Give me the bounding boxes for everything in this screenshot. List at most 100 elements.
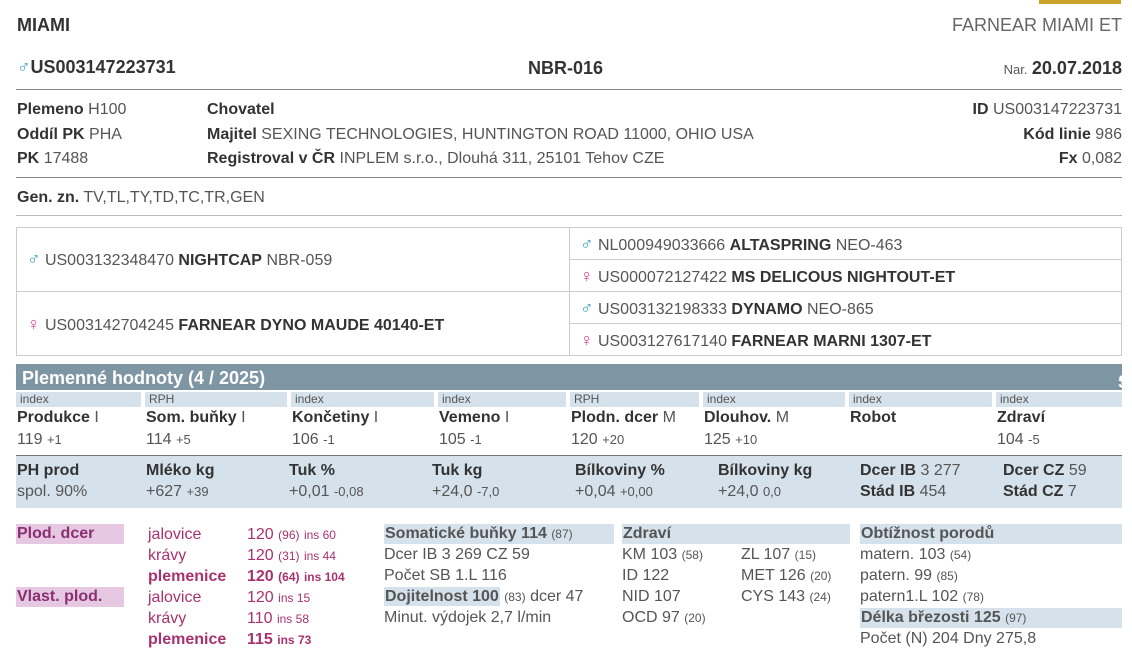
production-value: +627 xyxy=(146,483,183,500)
divider xyxy=(16,215,1122,216)
health-km: KM 103 (58) xyxy=(622,546,703,564)
ds-id: US003132198333 xyxy=(597,301,727,318)
fertility-ins: ins 15 xyxy=(278,591,311,605)
met-value: MET 126 xyxy=(741,567,806,584)
index-tag: index xyxy=(438,392,566,407)
dam-id: US003142704245 xyxy=(44,317,174,334)
fertility-ins: ins 73 xyxy=(277,633,312,647)
sd-name: MS DELICOUS NIGHTOUT-ET xyxy=(731,269,956,286)
pedigree-dam-dam[interactable]: ♀ US003127617140 FARNEAR MARNI 1307-ET xyxy=(580,330,931,351)
index-value: 114 xyxy=(146,431,172,448)
production-delta: -0,08 xyxy=(333,484,364,499)
somatic-title: Somatické buňky 114 (87) xyxy=(384,524,614,544)
index-suffix: M xyxy=(662,409,676,426)
health-zl: ZL 107 (15) xyxy=(741,546,816,564)
male-icon: ♂ xyxy=(580,234,594,254)
dd-name: FARNEAR MARNI 1307-ET xyxy=(731,333,932,350)
short-name: MIAMI xyxy=(17,15,70,35)
index-value: 104 xyxy=(997,431,1024,448)
production-value: spol. 90% xyxy=(17,483,88,500)
somatic-line4: Minut. výdojek 2,7 l/min xyxy=(384,609,552,626)
id-row: ID US003147223731 xyxy=(973,101,1122,119)
female-icon: ♀ xyxy=(580,330,594,350)
plemeno-label: Plemeno xyxy=(17,101,84,118)
fertility-n: (31) xyxy=(278,549,300,563)
registroval-row: Registroval v ČR INPLEM s.r.o., Dlouhá 3… xyxy=(207,150,664,168)
plemeno-value: H100 xyxy=(88,101,127,118)
gen-row: Gen. zn. TV,TL,TY,TD,TC,TR,GEN xyxy=(17,189,265,207)
calving-matern: matern. 103 (54) xyxy=(860,546,971,564)
full-name: FARNEAR MIAMI ET xyxy=(951,15,1122,35)
km-n: (58) xyxy=(681,548,703,562)
dd-id: US003127617140 xyxy=(597,333,727,350)
dcer-cz-row: Dcer CZ 59 xyxy=(1003,462,1087,480)
production-delta: +39 xyxy=(186,484,209,499)
gestation-title: Délka březosti 125 (97) xyxy=(860,608,1122,628)
matern-value: matern. 103 xyxy=(860,546,946,563)
patern-n: (85) xyxy=(936,569,958,583)
milkability-n: (83) xyxy=(504,590,526,604)
index-name: Končetiny xyxy=(292,409,370,426)
pedigree-sire-dam[interactable]: ♀ US000072127422 MS DELICOUS NIGHTOUT-ET xyxy=(580,266,955,287)
index-delta: +5 xyxy=(175,432,191,447)
somatic-title-text: Somatické buňky 114 xyxy=(385,525,547,542)
matern-n: (54) xyxy=(949,548,972,562)
zl-value: ZL 107 xyxy=(741,546,791,563)
chovatel-label: Chovatel xyxy=(207,101,275,118)
divider xyxy=(16,89,1122,90)
registroval-value: INPLEM s.r.o., Dlouhá 311, 25101 Tehov C… xyxy=(339,150,665,167)
calving-title: Obtížnost porodů xyxy=(860,524,1122,544)
health-met: MET 126 (20) xyxy=(741,567,831,585)
patern1-n: (78) xyxy=(962,590,984,604)
fertility-ins: ins 104 xyxy=(303,570,345,584)
fx-row: Fx 0,082 xyxy=(1059,150,1122,168)
index-name: Produkce xyxy=(17,409,90,426)
fertility-value-row: 120 (64) ins 104 xyxy=(247,568,345,586)
fx-value: 0,082 xyxy=(1081,150,1122,167)
index-delta: +20 xyxy=(602,432,625,447)
somatic-line1: Dcer IB 3 269 CZ 59 xyxy=(384,546,530,563)
majitel-row: Majitel SEXING TECHNOLOGIES, HUNTINGTON … xyxy=(207,126,754,144)
index-name-row: Vemeno I xyxy=(439,409,509,427)
dcer-cz-label: Dcer CZ xyxy=(1003,462,1065,479)
fertility-type: krávy xyxy=(148,547,187,564)
pedigree-sire[interactable]: ♂ US003132348470 NIGHTCAP NBR-059 xyxy=(27,249,332,270)
fx-label: Fx xyxy=(1058,150,1078,167)
stad-cz-value: 7 xyxy=(1067,483,1077,500)
pedigree-sire-sire[interactable]: ♂ NL000949033666 ALTASPRING NEO-463 xyxy=(580,234,902,255)
production-name: Tuk kg xyxy=(432,462,483,479)
breeding-values-header: Plemenné hodnoty (4 / 2025) SIH 125,0 +5… xyxy=(16,364,1132,413)
pedigree-divider xyxy=(569,259,1121,260)
index-value-row: 125 +10 xyxy=(704,431,757,449)
index-tag: RPH xyxy=(145,392,287,407)
production-name: Bílkoviny kg xyxy=(718,462,813,479)
stad-cz-row: Stád CZ 7 xyxy=(1003,483,1077,501)
dam-name: FARNEAR DYNO MAUDE 40140-ET xyxy=(178,317,445,334)
index-tag: RPH xyxy=(570,392,699,407)
fertility-value: 120 xyxy=(247,589,274,606)
index-delta: +10 xyxy=(735,432,758,447)
stad-ib-label: Stád IB xyxy=(860,483,916,500)
gestation-n: (97) xyxy=(1005,611,1027,625)
majitel-value: SEXING TECHNOLOGIES, HUNTINGTON ROAD 110… xyxy=(261,126,754,143)
vlast-plod-tag: Vlast. plod. xyxy=(16,587,124,607)
index-delta: -1 xyxy=(323,432,335,447)
patern-value: patern. 99 xyxy=(860,567,933,584)
female-icon: ♀ xyxy=(580,266,594,286)
index-value-row: 119 +1 xyxy=(17,431,62,449)
pedigree-dam[interactable]: ♀ US003142704245 FARNEAR DYNO MAUDE 4014… xyxy=(27,314,444,335)
registroval-label: Registroval v ČR xyxy=(207,150,336,167)
dcer-cz-value: 59 xyxy=(1068,462,1087,479)
index-delta: -5 xyxy=(1028,432,1040,447)
plod-dcer-tag: Plod. dcer xyxy=(16,524,124,544)
stad-cz-label: Stád CZ xyxy=(1003,483,1064,500)
somatic-line2: Počet SB 1.L 116 xyxy=(384,567,507,584)
fertility-type: jalovice xyxy=(148,526,202,543)
index-value: 106 xyxy=(292,431,319,448)
ocd-value: OCD 97 xyxy=(622,609,680,626)
pedigree-dam-sire[interactable]: ♂ US003132198333 DYNAMO NEO-865 xyxy=(580,298,874,319)
index-name: Dlouhov. xyxy=(704,409,772,426)
met-n: (20) xyxy=(810,569,832,583)
top-accent-bar xyxy=(1039,0,1121,4)
production-delta: +0,00 xyxy=(619,484,653,499)
